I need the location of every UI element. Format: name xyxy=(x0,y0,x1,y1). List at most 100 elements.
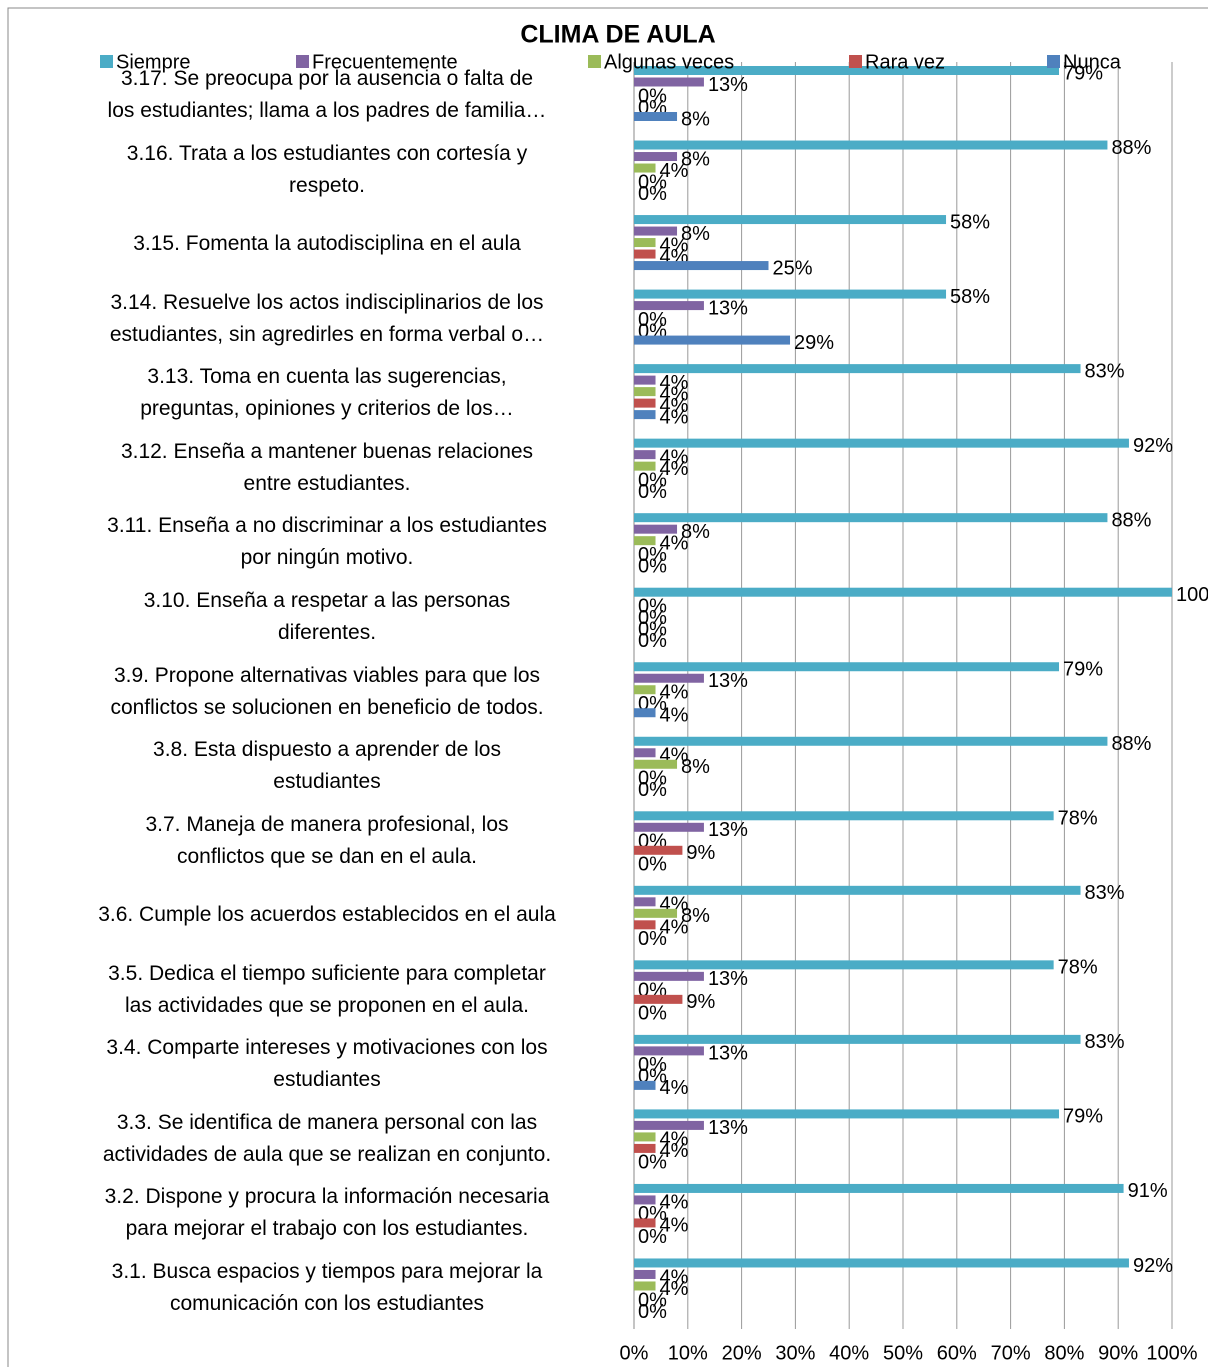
data-label: 4% xyxy=(660,917,689,939)
data-label: 92% xyxy=(1133,435,1173,457)
data-label: 0% xyxy=(638,618,667,640)
legend-swatch xyxy=(296,55,309,68)
bar xyxy=(634,261,769,271)
bar xyxy=(634,759,678,769)
bar xyxy=(634,163,656,173)
x-tick-label: 20% xyxy=(722,1342,762,1364)
bar xyxy=(634,1269,656,1279)
data-label: 0% xyxy=(638,555,667,577)
data-label: 4% xyxy=(660,446,689,468)
data-label: 79% xyxy=(1063,659,1103,681)
bar xyxy=(634,994,683,1004)
data-label: 13% xyxy=(708,74,748,96)
data-label: 92% xyxy=(1133,1255,1173,1277)
bar xyxy=(634,301,704,311)
legend-swatch xyxy=(100,55,113,68)
data-label: 0% xyxy=(638,85,667,107)
data-label: 4% xyxy=(660,395,689,417)
x-tick-label: 50% xyxy=(883,1342,923,1364)
data-label: 0% xyxy=(638,768,667,790)
bar xyxy=(634,1183,1124,1193)
data-label: 78% xyxy=(1058,957,1098,979)
bar xyxy=(634,587,1172,597)
data-label: 4% xyxy=(660,383,689,405)
bar xyxy=(634,736,1108,746)
bar xyxy=(634,908,678,918)
data-label: 83% xyxy=(1085,1031,1125,1053)
y-tick-label: 3.10. Enseña a respetar a las personas d… xyxy=(143,588,511,644)
data-label: 0% xyxy=(638,630,667,652)
data-label: 0% xyxy=(638,779,667,801)
data-label: 0% xyxy=(638,469,667,491)
data-label: 8% xyxy=(681,148,710,170)
y-tick-label: 3.5. Dedica el tiempo suficiente para co… xyxy=(108,961,546,1017)
bar xyxy=(634,140,1108,150)
data-label: 0% xyxy=(638,854,667,876)
bar xyxy=(634,398,656,408)
x-tick-label: 100% xyxy=(1146,1342,1197,1364)
data-label: 88% xyxy=(1111,137,1151,159)
bar xyxy=(634,461,656,471)
legend-label: Siempre xyxy=(116,51,190,73)
data-label: 88% xyxy=(1111,733,1151,755)
data-label: 13% xyxy=(708,1117,748,1139)
data-label: 8% xyxy=(681,223,710,245)
legend-swatch xyxy=(1047,55,1060,68)
data-label: 29% xyxy=(794,332,834,354)
data-label: 4% xyxy=(660,458,689,480)
bar xyxy=(634,811,1054,821)
bar xyxy=(634,685,656,695)
data-label: 4% xyxy=(660,160,689,182)
bar xyxy=(634,1195,656,1205)
data-label: 25% xyxy=(773,257,813,279)
bar xyxy=(634,960,1054,970)
y-tick-label: 3.2. Dispone y procura la información ne… xyxy=(104,1185,550,1241)
data-label: 0% xyxy=(638,481,667,503)
data-label: 4% xyxy=(660,1140,689,1162)
bar xyxy=(634,1258,1129,1268)
data-label: 13% xyxy=(708,297,748,319)
data-label: 0% xyxy=(638,544,667,566)
data-label: 4% xyxy=(660,372,689,394)
data-label: 79% xyxy=(1063,62,1103,84)
bar xyxy=(634,450,656,460)
bar xyxy=(634,438,1129,448)
y-tick-label: 3.16. Trata a los estudiantes con cortes… xyxy=(126,141,528,197)
bar xyxy=(634,971,704,981)
bar xyxy=(634,1034,1081,1044)
data-label: 91% xyxy=(1128,1180,1168,1202)
data-label: 88% xyxy=(1111,509,1151,531)
y-tick-label: 3.15. Fomenta la autodisciplina en el au… xyxy=(133,232,521,256)
data-label: 0% xyxy=(638,183,667,205)
bar xyxy=(634,536,656,546)
bar xyxy=(634,524,678,534)
bar xyxy=(634,335,791,345)
y-tick-label: 3.7. Maneja de manera profesional, los c… xyxy=(145,812,509,868)
data-label: 0% xyxy=(638,1152,667,1174)
data-label: 58% xyxy=(950,211,990,233)
y-tick-label: 3.12. Enseña a mantener buenas relacione… xyxy=(120,439,534,495)
y-tick-label: 3.14. Resuelve los actos indisciplinario… xyxy=(109,290,545,346)
bar xyxy=(634,1120,704,1130)
data-label: 0% xyxy=(638,1003,667,1025)
data-label: 0% xyxy=(638,607,667,629)
bar xyxy=(634,77,704,87)
y-tick-label: 3.13. Toma en cuenta las sugerencias, pr… xyxy=(140,365,514,421)
legend-label: Nunca xyxy=(1063,51,1122,73)
bar xyxy=(634,238,656,248)
bar xyxy=(634,387,656,397)
x-tick-label: 30% xyxy=(775,1342,815,1364)
y-tick-label: 3.8. Esta dispuesto a aprender de los es… xyxy=(153,738,501,794)
legend-label: Rara vez xyxy=(865,51,945,73)
data-label: 4% xyxy=(660,1278,689,1300)
data-label: 0% xyxy=(638,928,667,950)
data-label: 78% xyxy=(1058,808,1098,830)
y-tick-label: 3.3. Se identifica de manera personal co… xyxy=(102,1110,552,1166)
x-tick-label: 60% xyxy=(937,1342,977,1364)
legend-swatch xyxy=(588,55,601,68)
data-label: 4% xyxy=(660,1077,689,1099)
data-label: 0% xyxy=(638,1289,667,1311)
bar xyxy=(634,1080,656,1090)
data-label: 0% xyxy=(638,595,667,617)
